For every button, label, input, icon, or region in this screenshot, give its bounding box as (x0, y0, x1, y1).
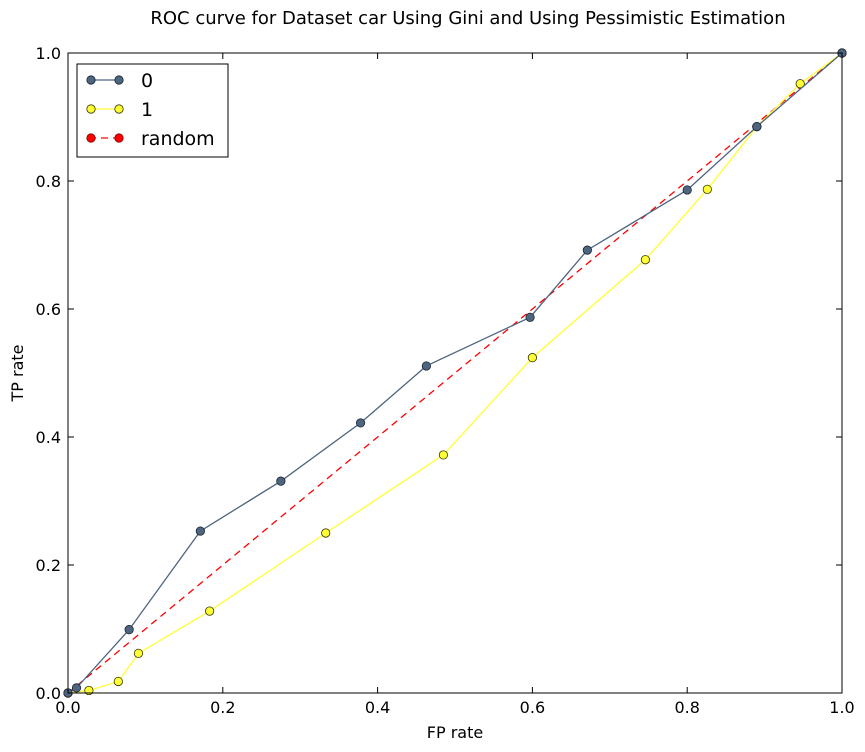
ticks-layer: 0.0 0.2 0.4 0.6 0.8 1.0 0.0 0.2 0.4 0.6 0.8 1.0 (36, 44, 855, 717)
data-point (355, 418, 366, 428)
data-point (205, 606, 215, 616)
legend-entry: random (86, 128, 215, 150)
data-point (421, 361, 431, 371)
data-point (195, 526, 205, 536)
legend-entry: 0 (86, 70, 153, 92)
legend-entry: 1 (86, 99, 153, 121)
y-tick-label: 0.2 (36, 556, 61, 575)
y-tick-label: 0.0 (36, 684, 61, 703)
data-point (752, 122, 762, 132)
data-point (582, 245, 592, 255)
data-point (133, 648, 144, 658)
legend-label: 0 (141, 70, 153, 92)
legend-marker (86, 104, 96, 114)
data-point (795, 79, 805, 89)
data-point (702, 184, 712, 194)
data-point (527, 353, 538, 363)
data-point (321, 528, 331, 538)
data-point (682, 185, 692, 195)
plot-frame (67, 52, 843, 694)
series-0 (63, 48, 847, 698)
x-axis-label: FP rate (427, 723, 483, 742)
y-axis-label: TP rate (8, 344, 27, 402)
data-point (276, 476, 286, 486)
legend-entries: 0 1 random (86, 70, 215, 150)
x-tick-label: 0.8 (674, 698, 699, 717)
x-tick-label: 1.0 (829, 698, 854, 717)
legend-marker (86, 75, 96, 85)
x-tick-label: 0.4 (365, 698, 390, 717)
legend-label: random (141, 128, 215, 150)
x-tick-label: 0.2 (210, 698, 235, 717)
y-tick-label: 0.4 (36, 428, 61, 447)
legend: 0 1 random (76, 63, 229, 158)
data-point (124, 625, 134, 635)
data-point (525, 312, 535, 322)
legend-marker (114, 104, 124, 114)
legend-marker (114, 133, 124, 143)
chart-title: ROC curve for Dataset car Using Gini and… (150, 8, 785, 29)
legend-marker (114, 75, 124, 85)
y-tick-label: 0.8 (36, 172, 61, 191)
legend-label: 1 (141, 99, 153, 121)
series-line (67, 52, 843, 694)
legend-marker (86, 133, 96, 143)
data-point (71, 683, 82, 693)
x-tick-label: 0.0 (55, 698, 80, 717)
data-point (438, 450, 448, 460)
y-tick-label: 1.0 (36, 44, 61, 63)
y-tick-label: 0.6 (36, 300, 61, 319)
x-tick-label: 0.6 (520, 698, 545, 717)
data-point (113, 676, 123, 687)
data-point (640, 255, 651, 265)
